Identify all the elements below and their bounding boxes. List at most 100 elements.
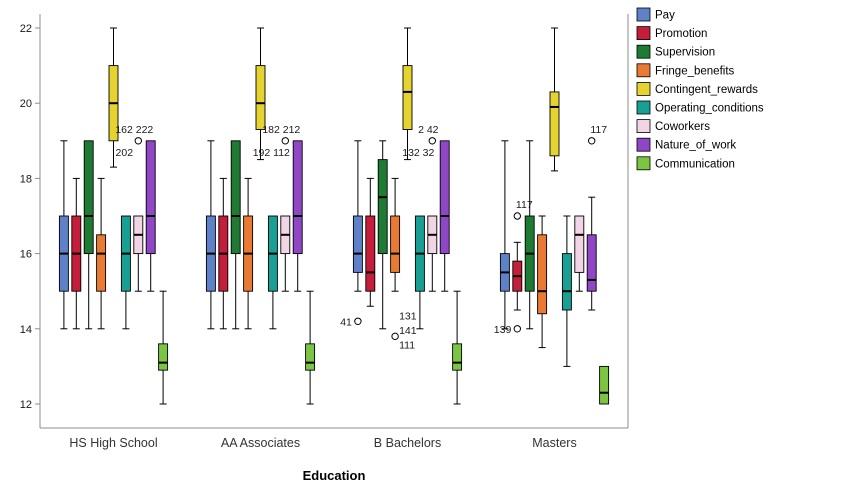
box-rect	[158, 343, 169, 371]
box-nature-of-work-masters	[586, 196, 597, 311]
outlier-label: 131	[399, 310, 417, 322]
legend-item-pay: Pay	[636, 7, 675, 22]
legend-label: Promotion	[655, 28, 707, 40]
x-tick-label-b-bachelors: B Bachelors	[374, 436, 441, 450]
box-pay-aa-associates	[205, 140, 216, 330]
box-contingent-rewards-b-bachelors	[402, 27, 413, 161]
box-nature-of-work-aa-associates	[292, 140, 303, 292]
legend-label: Contingent_rewards	[655, 84, 758, 96]
box-supervision-masters	[524, 140, 535, 330]
box-rect	[390, 215, 401, 273]
box-communication-hs-high-school	[158, 290, 169, 405]
legend-label: Communication	[655, 158, 735, 170]
outlier-circle	[354, 317, 362, 325]
outlier-label: 2 42	[418, 124, 439, 136]
box-fringe-benefits-aa-associates	[243, 177, 254, 330]
box-operating-conditions-hs-high-school	[120, 215, 131, 330]
outlier-label: 117	[590, 124, 607, 136]
box-operating-conditions-masters	[561, 215, 572, 367]
y-tick-label: 22	[20, 23, 32, 35]
outlier-circle	[513, 212, 521, 220]
box-rect	[230, 140, 241, 255]
legend-item-contingent-rewards: Contingent_rewards	[636, 82, 758, 96]
y-tick-label: 18	[20, 173, 32, 185]
box-rect	[145, 140, 156, 255]
box-fringe-benefits-masters	[537, 215, 548, 349]
legend-label: Nature_of_work	[655, 140, 736, 152]
outlier-coworkers-hs-high-school: 162 222 202	[115, 124, 153, 159]
legend-item-supervision: Supervision	[636, 44, 715, 59]
legend-swatch-communication	[636, 156, 651, 171]
box-operating-conditions-aa-associates	[267, 215, 278, 330]
x-tick-label-masters: Masters	[532, 436, 576, 450]
outlier-coworkers-b-bachelors: 2 42 132 32	[402, 124, 438, 159]
box-rect	[365, 215, 376, 292]
x-axis: HS High School AA Associates B Bachelors Ma…	[69, 436, 576, 450]
box-fringe-benefits-b-bachelors	[390, 177, 401, 292]
box-rect	[574, 215, 585, 273]
legend-label: Pay	[655, 10, 675, 22]
box-rect	[305, 343, 316, 371]
box-coworkers-hs-high-school	[133, 215, 144, 292]
outlier-nature-of-work-masters: 117	[588, 124, 607, 145]
box-coworkers-b-bachelors	[427, 215, 438, 292]
box-pay-b-bachelors	[352, 140, 363, 292]
legend-swatch-fringe-benefits	[636, 63, 651, 78]
outlier-coworkers-aa-associates: 182 212 192 112	[253, 124, 301, 159]
outlier-pay-b-bachelors: 41	[340, 316, 362, 328]
box-rect	[599, 365, 610, 405]
box-promotion-hs-high-school	[71, 177, 82, 330]
box-rect	[83, 140, 94, 255]
outlier-label: 132 32	[402, 147, 434, 159]
y-tick-label: 16	[20, 249, 32, 261]
box-nature-of-work-hs-high-school	[145, 140, 156, 292]
box-operating-conditions-b-bachelors	[414, 215, 425, 330]
legend-label: Fringe_benefits	[655, 65, 735, 77]
legend-swatch-contingent-rewards	[636, 82, 651, 96]
box-rect	[255, 65, 266, 130]
legend-swatch-promotion	[636, 26, 651, 41]
legend-item-communication: Communication	[636, 156, 735, 171]
x-tick-label-hs-high-school: HS High School	[69, 436, 157, 450]
outlier-label: 111	[399, 339, 415, 351]
outlier-circle	[391, 332, 399, 341]
legend: Pay Promotion Supervision Fringe_benefits Co…	[636, 7, 764, 171]
box-promotion-aa-associates	[218, 177, 229, 330]
outlier-circle	[428, 137, 436, 145]
box-supervision-hs-high-school	[83, 140, 94, 330]
legend-item-promotion: Promotion	[636, 26, 707, 41]
box-rect	[452, 343, 463, 371]
outlier-label: 192 112	[253, 147, 290, 159]
x-tick-label-aa-associates: AA Associates	[221, 436, 300, 450]
legend-swatch-operating-conditions	[636, 100, 651, 115]
box-communication-masters	[599, 365, 610, 405]
outlier-promotion-masters: 117	[513, 199, 533, 220]
outlier-circle	[281, 137, 289, 145]
outlier-circle	[588, 137, 596, 145]
box-pay-masters	[499, 140, 510, 330]
box-rect	[402, 65, 413, 130]
legend-item-coworkers: Coworkers	[636, 119, 710, 133]
box-supervision-b-bachelors	[377, 140, 388, 330]
box-nature-of-work-b-bachelors	[439, 140, 450, 292]
outlier-label: 162 222	[115, 124, 153, 136]
box-rect	[549, 91, 560, 157]
legend-label: Supervision	[655, 47, 715, 59]
legend-label: Operating_conditions	[655, 103, 764, 115]
outlier-label: 202	[116, 147, 134, 159]
legend-item-fringe-benefits: Fringe_benefits	[636, 63, 735, 78]
legend-swatch-coworkers	[636, 119, 651, 133]
outlier-label: 141	[399, 325, 417, 337]
box-contingent-rewards-aa-associates	[255, 27, 266, 161]
outlier-fringe-benefits-b-bachelors: 131 141 111	[391, 310, 417, 351]
y-axis: 12 14 16 18 20 22	[20, 23, 40, 411]
legend-swatch-supervision	[636, 44, 651, 59]
x-axis-title: Education	[302, 468, 366, 483]
box-rect	[292, 140, 303, 255]
box-rect	[96, 234, 107, 292]
outlier-promotion-masters: 139	[494, 324, 521, 336]
outlier-label: 41	[340, 316, 352, 328]
legend-swatch-pay	[636, 7, 651, 22]
y-tick-label: 20	[20, 98, 32, 110]
outlier-label: 139	[494, 324, 512, 336]
